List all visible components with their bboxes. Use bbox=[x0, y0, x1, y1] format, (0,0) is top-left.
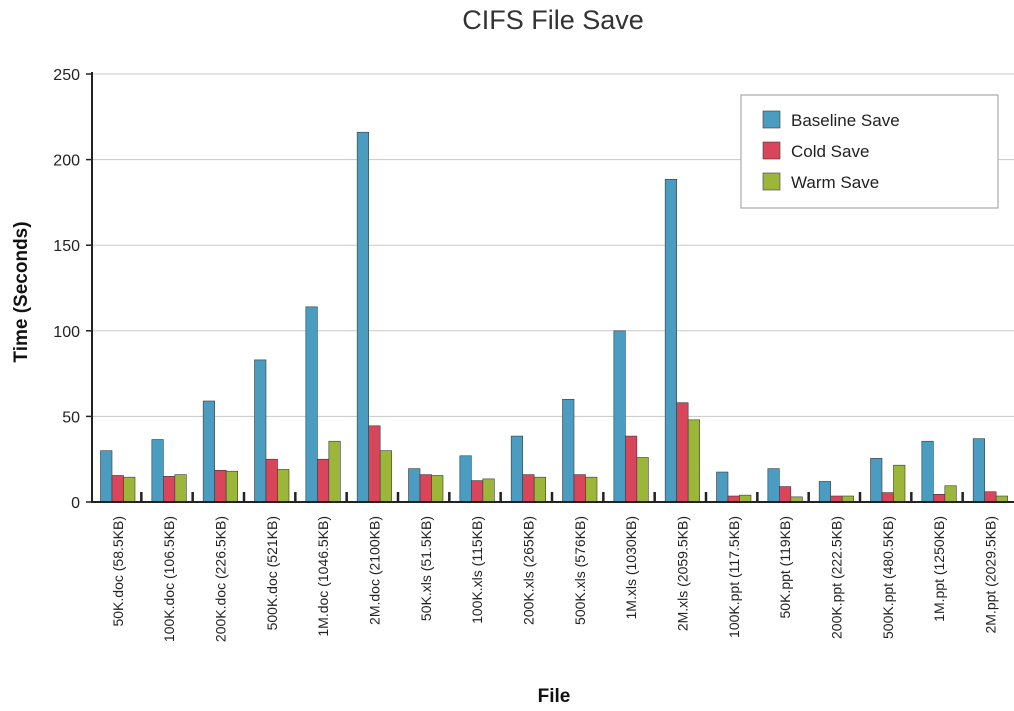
bar-warm bbox=[636, 457, 649, 503]
bar-baseline bbox=[202, 400, 215, 503]
y-tick-label: 200 bbox=[53, 153, 80, 170]
bar-warm bbox=[431, 475, 444, 503]
bar-cold bbox=[471, 480, 484, 503]
bar-warm bbox=[328, 440, 341, 503]
bar-baseline bbox=[305, 306, 318, 503]
y-tick-label: 0 bbox=[71, 495, 80, 512]
bar-baseline bbox=[972, 438, 985, 503]
legend-label-baseline: Baseline Save bbox=[791, 111, 900, 130]
bar-warm bbox=[893, 464, 906, 503]
bar-baseline bbox=[818, 481, 831, 503]
x-tick-label: 2M.ppt (2029.5KB) bbox=[982, 516, 998, 634]
bar-cold bbox=[933, 493, 946, 503]
bar-warm bbox=[174, 474, 187, 503]
bar-cold bbox=[214, 470, 227, 503]
x-tick-label: 2M.doc (2100KB) bbox=[366, 516, 382, 625]
bar-baseline bbox=[100, 450, 113, 503]
bar-baseline bbox=[510, 435, 523, 503]
x-tick-label: 200K.ppt (222.5KB) bbox=[828, 516, 844, 639]
x-tick-label: 1M.doc (1046.5KB) bbox=[315, 516, 331, 637]
x-tick-label: 100K.doc (106.5KB) bbox=[161, 516, 177, 642]
legend-label-warm: Warm Save bbox=[791, 173, 879, 192]
x-tick-label: 1M.xls (1030KB) bbox=[623, 516, 639, 619]
bar-cold bbox=[163, 476, 176, 503]
legend-swatch-cold bbox=[762, 141, 781, 160]
bar-baseline bbox=[254, 359, 267, 503]
bar-cold bbox=[265, 458, 278, 503]
bar-warm bbox=[123, 476, 136, 503]
x-tick-label: 200K.doc (226.5KB) bbox=[212, 516, 228, 642]
bar-warm bbox=[687, 419, 700, 503]
legend-box bbox=[740, 94, 999, 209]
bar-baseline bbox=[716, 471, 729, 503]
y-axis-title: Time (Seconds) bbox=[11, 221, 32, 362]
x-tick-label: 500K.ppt (480.5KB) bbox=[880, 516, 896, 639]
bar-cold bbox=[625, 435, 638, 503]
bar-baseline bbox=[151, 439, 164, 503]
x-axis-title: File bbox=[538, 686, 571, 707]
x-tick-label: 500K.xls (576KB) bbox=[572, 516, 588, 625]
bar-cold bbox=[573, 474, 586, 503]
bar-cold bbox=[419, 474, 432, 503]
bar-cold bbox=[111, 475, 124, 503]
y-axis-ticks: 0 50 100 150 200 250 bbox=[53, 67, 92, 512]
x-tick-label: 200K.xls (265KB) bbox=[520, 516, 536, 625]
bar-baseline bbox=[562, 398, 575, 503]
legend-swatch-warm bbox=[762, 172, 781, 191]
bar-cold bbox=[522, 474, 535, 503]
legend: Baseline Save Cold Save Warm Save bbox=[740, 94, 999, 209]
x-tick-label: 50K.ppt (119KB) bbox=[777, 516, 793, 618]
bar-baseline bbox=[356, 131, 369, 503]
bar-cold bbox=[779, 486, 792, 503]
bar-warm bbox=[585, 476, 598, 503]
bar-warm bbox=[482, 478, 495, 503]
bar-warm bbox=[533, 476, 546, 503]
bar-baseline bbox=[613, 330, 626, 503]
x-tick-label: 1M.ppt (1250KB) bbox=[931, 516, 947, 622]
bar-baseline bbox=[767, 468, 780, 503]
bar-warm bbox=[225, 470, 238, 503]
bars bbox=[100, 131, 1008, 503]
bar-baseline bbox=[664, 178, 677, 503]
y-tick-label: 150 bbox=[53, 238, 80, 255]
bar-baseline bbox=[870, 458, 883, 503]
x-tick-label: 50K.xls (51.5KB) bbox=[418, 516, 434, 621]
bar-cold bbox=[368, 425, 381, 503]
legend-label-cold: Cold Save bbox=[791, 142, 869, 161]
x-tick-label: 2M.xls (2059.5KB) bbox=[674, 516, 690, 631]
bar-cold bbox=[984, 491, 997, 503]
bar-warm bbox=[277, 469, 290, 503]
x-tick-label: 100K.xls (115KB) bbox=[469, 516, 485, 624]
chart-title: CIFS File Save bbox=[462, 5, 644, 35]
x-axis-ticks: 50K.doc (58.5KB) 100K.doc (106.5KB) 200K.d… bbox=[110, 492, 998, 642]
y-tick-label: 50 bbox=[62, 409, 80, 426]
bar-baseline bbox=[921, 440, 934, 503]
y-tick-label: 100 bbox=[53, 324, 80, 341]
bar-cold bbox=[881, 492, 894, 503]
bar-warm bbox=[944, 485, 957, 503]
x-tick-label: 50K.doc (58.5KB) bbox=[110, 516, 126, 627]
legend-swatch-baseline bbox=[762, 110, 781, 129]
x-tick-label: 500K.doc (521KB) bbox=[264, 516, 280, 630]
bar-warm bbox=[379, 450, 392, 503]
y-tick-label: 250 bbox=[53, 67, 80, 84]
bar-baseline bbox=[459, 455, 472, 503]
bar-warm bbox=[739, 494, 752, 503]
bar-baseline bbox=[408, 468, 421, 503]
x-tick-label: 100K.ppt (117.5KB) bbox=[726, 516, 742, 638]
bar-cold bbox=[317, 458, 330, 503]
bar-cold bbox=[676, 402, 689, 503]
